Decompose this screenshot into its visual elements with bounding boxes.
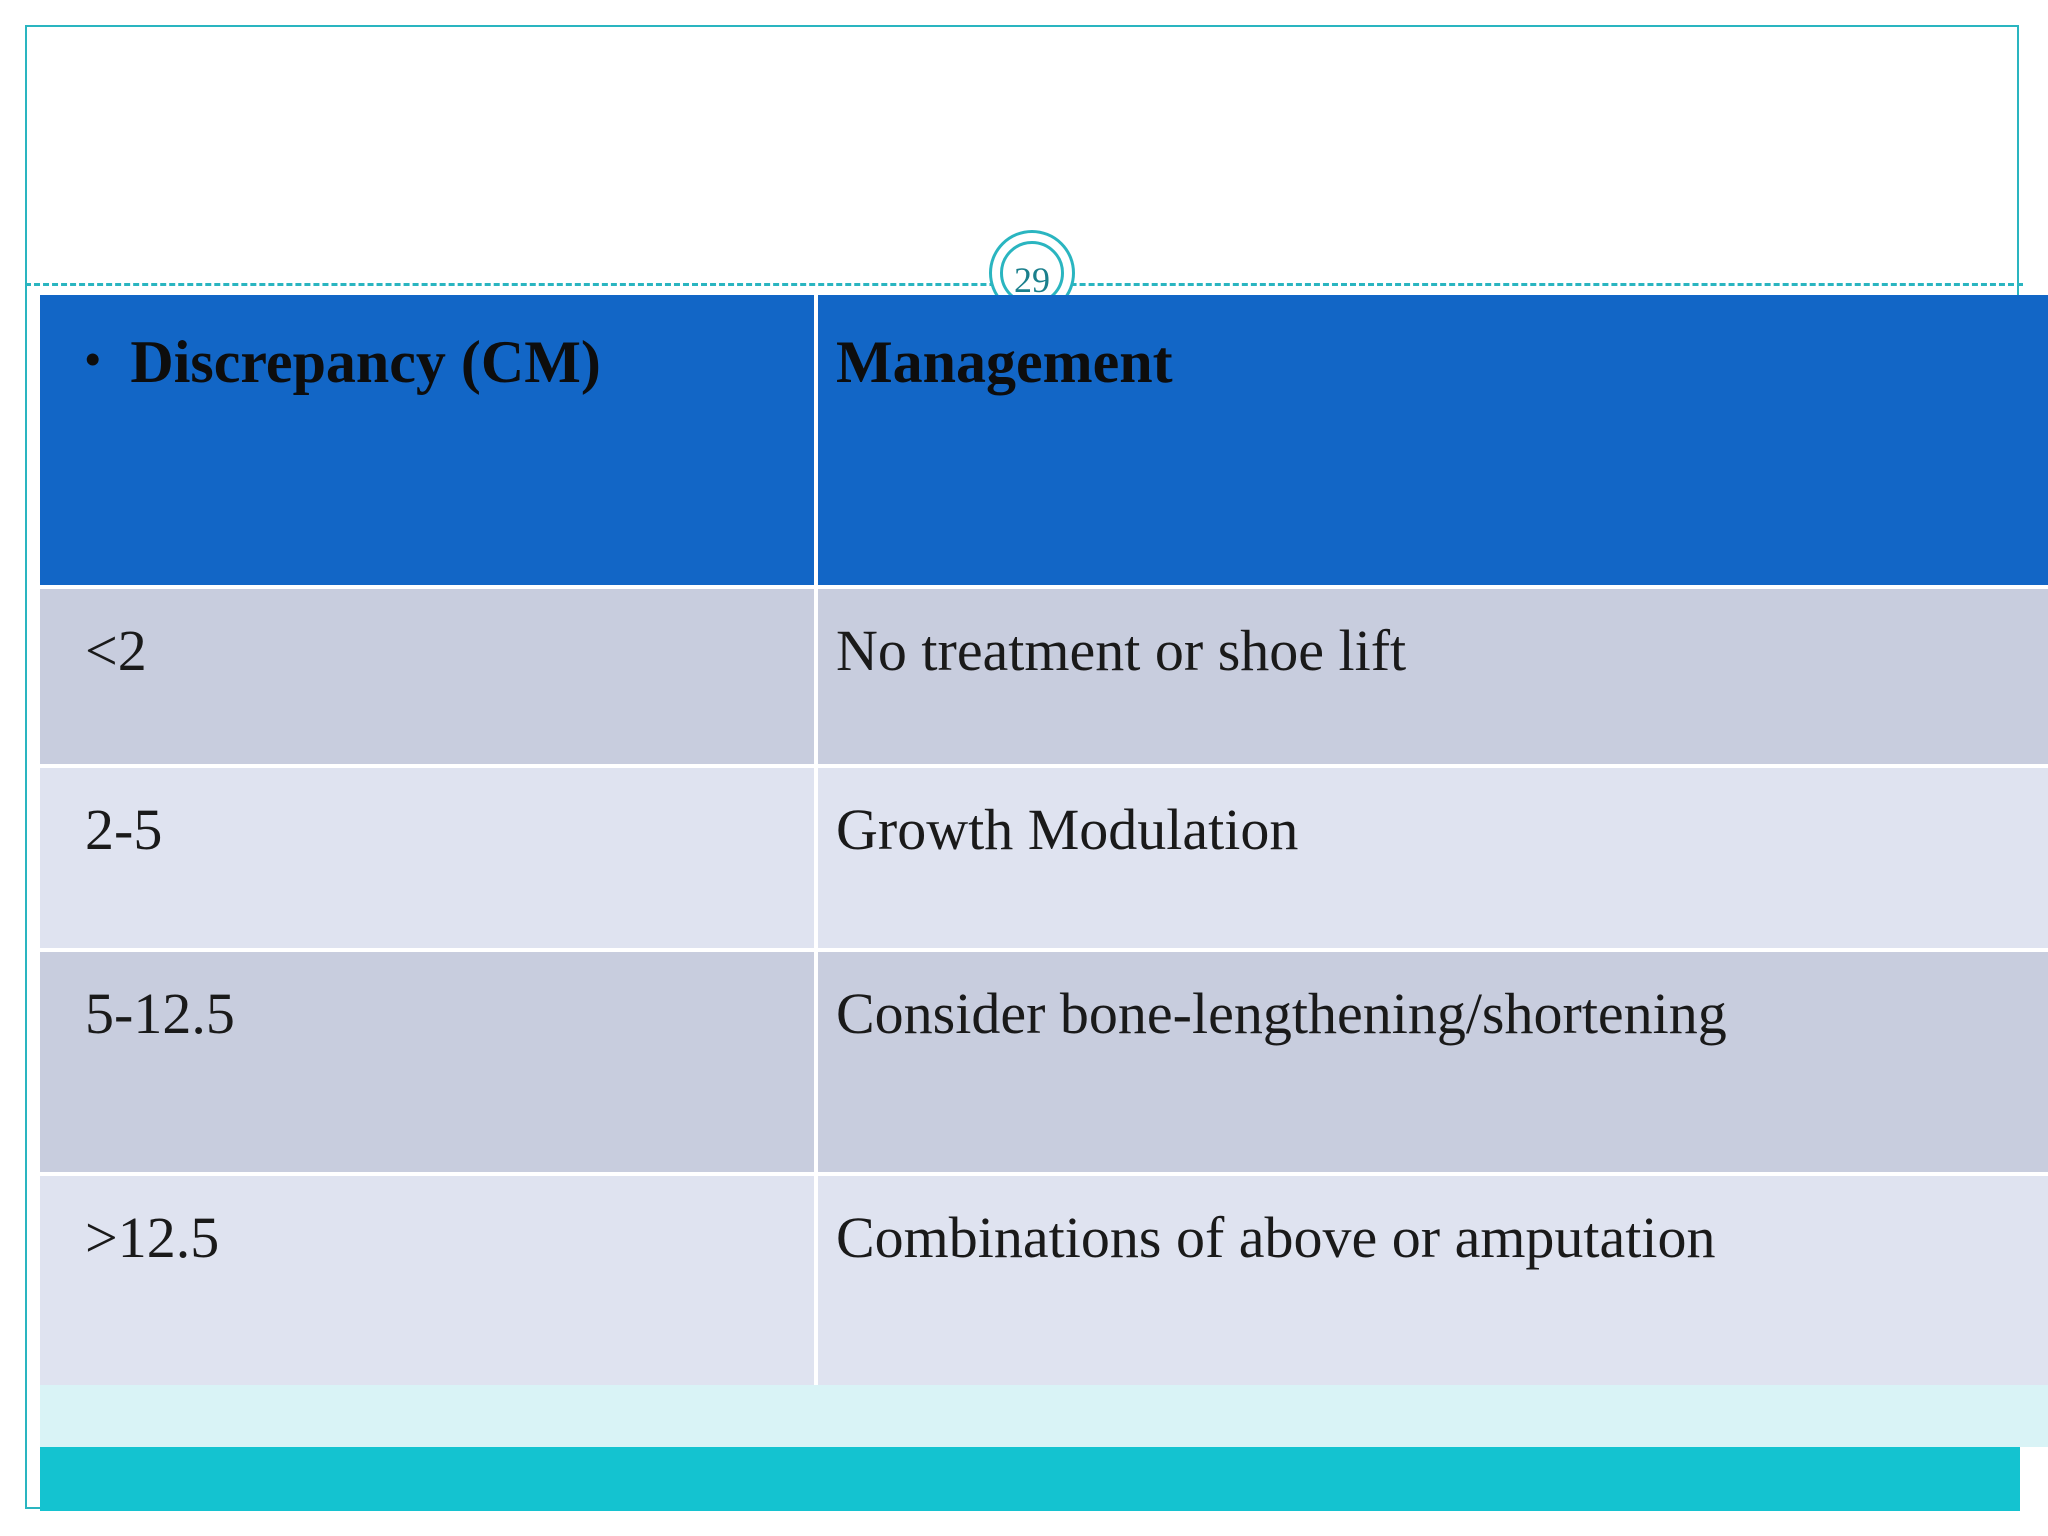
cell-discrepancy: >12.5 [40, 1176, 818, 1401]
cell-management: Growth Modulation [836, 797, 1299, 862]
page-number: 29 [1014, 260, 1050, 300]
cell-discrepancy: <2 [40, 589, 818, 764]
cell-discrepancy: 5-12.5 [40, 952, 818, 1172]
header-cell-management: Management [836, 329, 1173, 395]
cell-discrepancy: 2-5 [40, 768, 818, 948]
cell-management: Consider bone-lengthening/shortening [836, 981, 1727, 1046]
table-row: >12.5 Combinations of above or amputatio… [40, 1176, 2048, 1405]
header-cell-discrepancy: • Discrepancy (CM) [40, 295, 818, 585]
discrepancy-management-table: • Discrepancy (CM) Management <2 No treat… [40, 295, 2048, 1405]
table-row: 5-12.5 Consider bone-lengthening/shorten… [40, 952, 2048, 1176]
table-row: 2-5 Growth Modulation [40, 768, 2048, 952]
footer-light-strip [40, 1385, 2048, 1447]
cell-management: Combinations of above or amputation [836, 1205, 1716, 1270]
bullet-icon: • [85, 335, 101, 384]
table-row: <2 No treatment or shoe lift [40, 589, 2048, 768]
header-label-discrepancy: Discrepancy (CM) [130, 329, 601, 395]
cell-management: No treatment or shoe lift [836, 618, 1407, 683]
footer-teal-bar [40, 1447, 2020, 1511]
table-header-row: • Discrepancy (CM) Management [40, 295, 2048, 589]
